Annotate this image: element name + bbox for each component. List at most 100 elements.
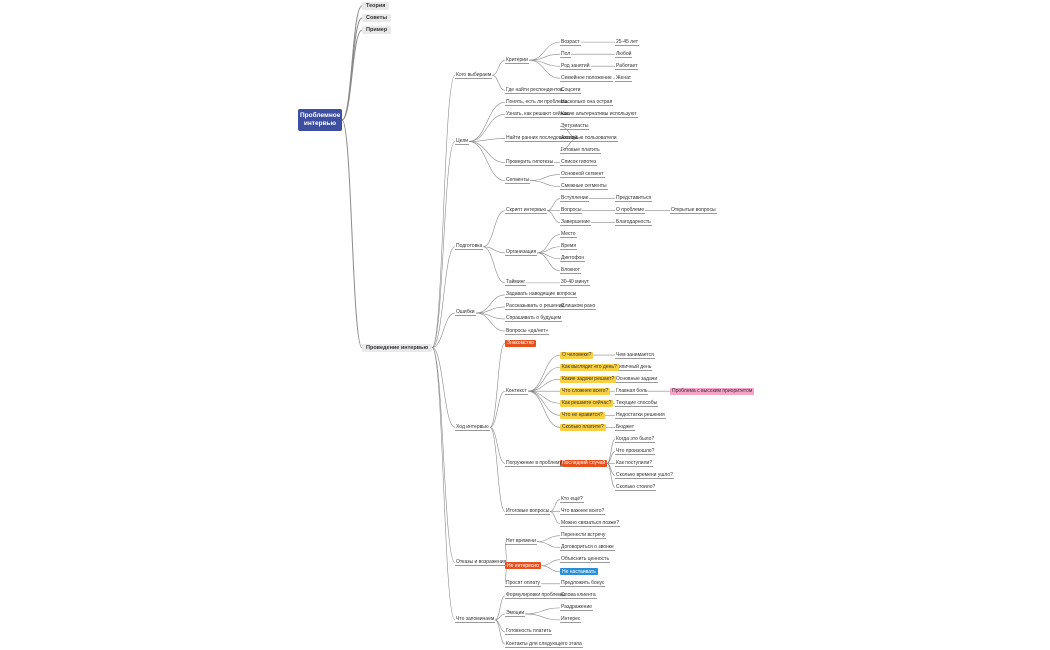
node-label: Женат — [615, 74, 633, 82]
node-label: Что произошло? — [615, 447, 656, 455]
node-label: Рассказывать о решении — [505, 303, 566, 311]
node-label: Последний случай — [560, 459, 608, 467]
node-label: Не настаивать — [560, 568, 598, 576]
edge — [489, 427, 506, 512]
node-label: Блокнот — [560, 267, 581, 275]
edge — [475, 312, 506, 332]
node-label: Что сложнее всего? — [560, 387, 611, 395]
node-label: Место — [560, 231, 577, 239]
node-label: Слова клиента — [560, 592, 597, 600]
node-label: Организация — [505, 249, 538, 257]
edge — [504, 541, 508, 564]
node-label: Пол — [560, 50, 572, 58]
node-label: Перенести встречу — [560, 532, 607, 540]
edge — [431, 347, 456, 564]
node-label: 30-40 минут — [560, 279, 590, 287]
edge — [536, 246, 561, 254]
node-label: Понять, есть ли проблема — [505, 98, 569, 106]
branch-node: Проведение интервью — [362, 343, 433, 352]
node-label: Недостатки решения — [615, 411, 666, 419]
node-label: Знакомство — [505, 339, 537, 347]
node-label: Энтузиасты — [560, 122, 590, 130]
edge — [341, 119, 363, 349]
edge — [528, 53, 561, 61]
node-label: 25-45 лет — [615, 38, 639, 46]
node-label: Насколько она острая — [560, 98, 614, 106]
node-label: Задавать наводящие вопросы — [505, 291, 578, 299]
edge — [491, 59, 506, 76]
node-label: Интерес — [560, 616, 582, 624]
edge — [468, 141, 506, 181]
edge — [482, 246, 506, 254]
node-label: Ход интервью — [455, 423, 490, 431]
edge — [475, 294, 506, 314]
node-label: Представиться — [615, 195, 653, 203]
edge — [527, 354, 561, 392]
edge — [524, 607, 561, 615]
node-label: Критерии — [505, 56, 529, 64]
node-label: Список гипотез — [560, 158, 598, 166]
edge — [546, 210, 561, 223]
edge — [524, 613, 561, 621]
node-label: Проблема с высоким приоритетом — [670, 387, 755, 395]
edge — [494, 595, 506, 621]
edge — [494, 613, 506, 621]
node-label: Спрашивать о будущем — [505, 315, 563, 323]
edge — [468, 138, 506, 142]
edge — [491, 74, 506, 91]
edge — [606, 439, 616, 464]
node-label: Готовность платить — [505, 628, 553, 636]
node-label: Сколько стоило? — [615, 484, 657, 491]
node-label: Открытые вопросы — [670, 207, 717, 215]
node-label: Возраст — [560, 38, 581, 46]
edge — [559, 138, 579, 151]
edge — [431, 347, 456, 428]
node-label: О проблеме — [615, 207, 646, 215]
edge — [431, 246, 456, 348]
node-label: Нет времени — [505, 538, 537, 546]
edge — [468, 102, 506, 142]
node-label: Кого выбираем — [455, 71, 493, 79]
node-label: Тайминг — [505, 279, 527, 287]
node-label: Диктофон — [560, 255, 586, 263]
node-label: Кто ещё? — [560, 496, 584, 504]
edge — [606, 463, 616, 476]
edge — [482, 210, 506, 248]
node-label: Что важнее всего? — [560, 508, 606, 516]
node-label: Соцсети — [560, 86, 582, 94]
node-label: Контекст — [505, 387, 528, 395]
node-label: Объяснить ценность — [560, 556, 611, 564]
node-label: Как решаете сейчас? — [560, 399, 614, 407]
node-label: Погружение в проблему — [505, 459, 563, 467]
edge — [527, 390, 561, 404]
node-label: Контакты для следующего этапа — [505, 640, 583, 648]
node-label: Где найти респондентов — [505, 86, 564, 94]
node-label: Договориться о звонке — [560, 544, 615, 552]
edge — [606, 451, 616, 464]
node-label: Можно связаться позже? — [560, 520, 621, 528]
node-label: Цели — [455, 137, 470, 145]
node-label: Как выглядит его день? — [560, 363, 619, 371]
edge — [431, 312, 456, 348]
edge — [606, 463, 616, 488]
edge — [536, 541, 561, 548]
node-label: Время — [560, 243, 578, 251]
edge — [468, 114, 506, 142]
node-label: Активные пользователи — [560, 134, 618, 142]
node-label: Текущие способы — [615, 399, 659, 407]
node-label: Подготовка — [455, 243, 484, 251]
node-label: Какие задачи решает? — [560, 375, 617, 383]
edge — [475, 306, 506, 314]
node-label: Проверить гипотезы — [505, 158, 555, 166]
node-label: Скрипт интервью — [505, 207, 548, 215]
edge — [528, 59, 561, 79]
edge — [431, 74, 456, 348]
node-label: Род занятий — [560, 62, 591, 70]
node-label: Семейное положение — [560, 74, 613, 82]
node-label: Сколько времени ушло? — [615, 471, 674, 479]
node-label: Смежные сегменты — [560, 183, 608, 191]
branch-node: Пример — [362, 26, 392, 35]
edge — [536, 535, 561, 542]
node-label: Отказы и возражения — [455, 559, 508, 567]
branch-node: Теория — [362, 2, 390, 10]
